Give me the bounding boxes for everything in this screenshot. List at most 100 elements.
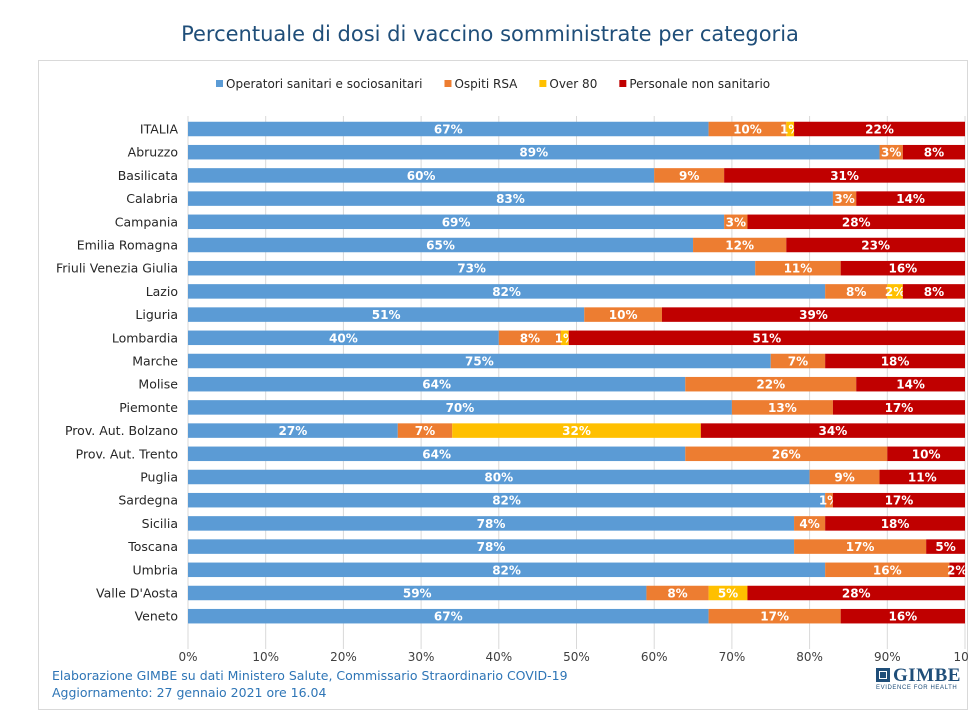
data-label: 2%: [885, 285, 905, 299]
bar-segment: [685, 376, 857, 392]
logo-tagline: EVIDENCE FOR HEALTH: [876, 685, 958, 691]
bar-segment: [708, 121, 787, 137]
data-label: 10%: [912, 447, 941, 461]
x-tick-label: 70%: [719, 650, 746, 664]
data-label: 13%: [768, 401, 797, 415]
bar-segment: [188, 330, 499, 346]
x-tick-label: 80%: [796, 650, 823, 664]
data-label: 18%: [881, 355, 910, 369]
bar-segment: [188, 168, 655, 183]
data-label: 5%: [718, 587, 738, 601]
bar-segment: [188, 191, 833, 206]
bar-segment: [188, 585, 647, 601]
x-tick-label: 30%: [408, 650, 435, 664]
data-label: 8%: [667, 587, 687, 601]
data-label: 5%: [935, 540, 955, 554]
data-label: 3%: [881, 146, 901, 160]
legend-swatch: [444, 80, 452, 87]
data-label: 39%: [799, 308, 828, 322]
data-label: 60%: [407, 169, 436, 183]
bar-segment: [188, 376, 686, 392]
bar-segment: [584, 307, 662, 322]
data-label: 16%: [888, 262, 917, 276]
bar-segment: [661, 307, 965, 322]
chart-frame: 0% 10% 20% 30% 40% 50% 60% 70% 80% 90% 100 Operator…: [38, 60, 969, 710]
category-label: Abruzzo: [128, 145, 178, 160]
bar-segment: [188, 423, 398, 438]
chart-footer: Elaborazione GIMBE su dati Ministero Sal…: [52, 667, 568, 701]
bar-segment: [887, 446, 965, 462]
category-label: Liguria: [135, 307, 178, 322]
bar-segment: [879, 144, 903, 160]
data-label: 7%: [788, 355, 808, 369]
category-label: Sicilia: [142, 516, 178, 531]
bar-segment: [188, 121, 709, 137]
category-label: Marche: [132, 354, 178, 369]
data-label: 28%: [842, 215, 871, 229]
data-label: 3%: [726, 215, 746, 229]
gimbe-logo: GIMBE EVIDENCE FOR HEALTH: [876, 665, 976, 691]
data-label: 27%: [279, 424, 308, 438]
logo-name: GIMBE: [893, 665, 961, 686]
bar-segment: [825, 492, 833, 508]
chart-title: Percentuale di dosi di vaccino somminist…: [181, 22, 799, 46]
data-label: 32%: [562, 424, 591, 438]
bar-segment: [794, 516, 826, 531]
bar-segment: [832, 400, 965, 415]
category-label: Calabria: [126, 191, 178, 206]
bar-segment: [832, 191, 857, 206]
update-note: Aggiornamento: 27 gennaio 2021 ore 16.04: [52, 685, 327, 700]
data-label: 17%: [760, 610, 789, 624]
data-label: 89%: [519, 146, 548, 160]
bar-segment: [188, 562, 826, 578]
category-label: Friuli Venezia Giulia: [56, 261, 178, 276]
bar-segment: [188, 214, 725, 230]
bar-segment: [747, 214, 965, 230]
legend-entry: Ospiti RSA: [454, 77, 518, 91]
bar-segment: [856, 191, 965, 206]
bar-segment: [832, 492, 965, 508]
data-label: 8%: [924, 285, 944, 299]
x-tick-label: 10%: [252, 650, 279, 664]
bar-segment: [724, 168, 965, 183]
bar-segment: [452, 423, 701, 438]
bar-segment: [188, 144, 880, 160]
data-label: 11%: [908, 471, 937, 485]
bar-segment: [902, 284, 965, 299]
data-label: 26%: [772, 447, 801, 461]
bar-segment: [646, 585, 709, 601]
category-label: Prov. Aut. Bolzano: [65, 423, 178, 438]
data-label: 2%: [947, 563, 967, 577]
data-label: 51%: [752, 331, 781, 345]
x-tick-label: 50%: [563, 650, 590, 664]
data-label: 78%: [477, 540, 506, 554]
bar-segment: [856, 376, 965, 392]
data-label: 64%: [422, 447, 451, 461]
legend-entry: Operatori sanitari e sociosanitari: [226, 77, 422, 91]
bar-segment: [568, 330, 965, 346]
x-tick-label: 20%: [330, 650, 357, 664]
data-label: 67%: [434, 123, 463, 137]
legend-entry: Personale non sanitario: [629, 77, 770, 91]
data-label: 22%: [865, 123, 894, 137]
data-label: 40%: [329, 331, 358, 345]
x-tick-label: 60%: [641, 650, 668, 664]
data-label: 17%: [885, 401, 914, 415]
legend-swatch: [619, 80, 627, 87]
legend-swatch: [539, 80, 547, 87]
data-label: 12%: [725, 239, 754, 253]
bar-segment: [926, 539, 965, 554]
category-label: Basilicata: [118, 168, 178, 183]
data-label: 75%: [465, 355, 494, 369]
logo-square-icon: [876, 668, 890, 682]
data-label: 9%: [679, 169, 699, 183]
data-label: 14%: [896, 378, 925, 392]
bar-segment: [794, 539, 927, 554]
data-label: 67%: [434, 610, 463, 624]
bar-segment: [188, 446, 686, 462]
data-label: 22%: [756, 378, 785, 392]
data-label: 78%: [477, 517, 506, 531]
data-label: 8%: [520, 331, 540, 345]
bar-segment: [949, 562, 965, 578]
bar-segment: [825, 562, 950, 578]
